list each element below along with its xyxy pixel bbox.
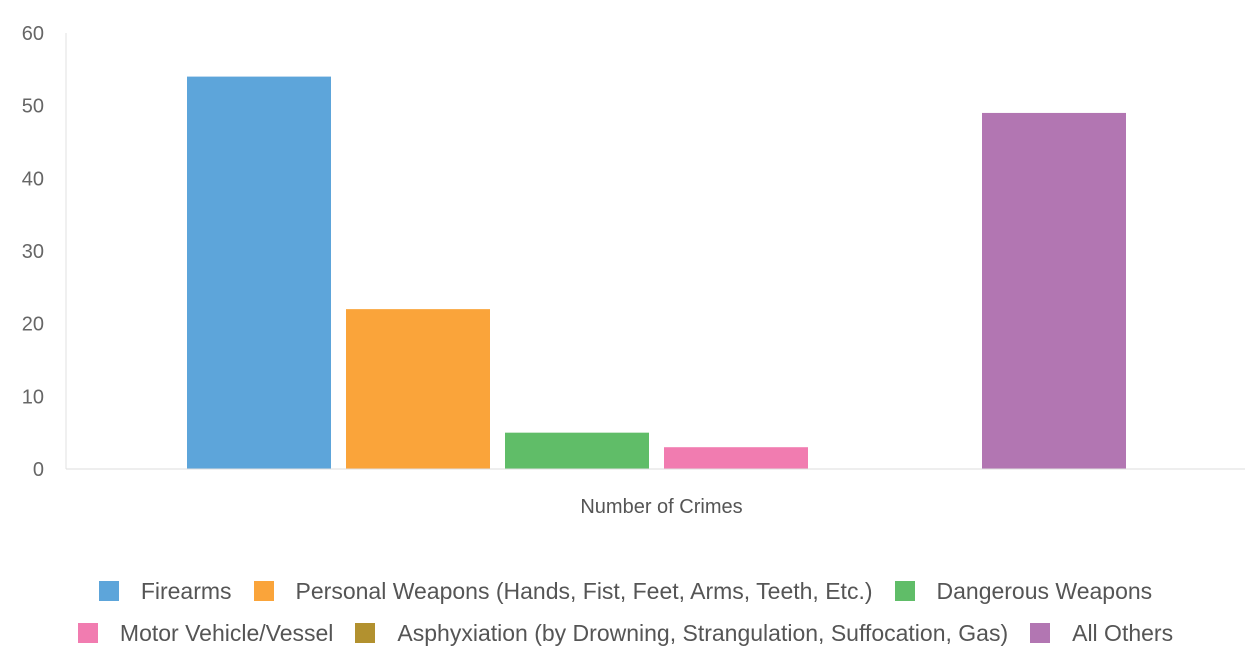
legend-item[interactable]: Firearms	[98, 577, 232, 605]
legend-row: Firearms Personal Weapons (Hands, Fist, F…	[0, 570, 1251, 612]
y-axis: 0 10 20 30 40 50 60	[22, 23, 44, 481]
legend-swatch	[1030, 623, 1051, 643]
bar-chart: 0 10 20 30 40 50 60 Number of Crimes	[22, 23, 1245, 518]
legend-item[interactable]: Asphyxiation (by Drowning, Strangulation…	[355, 620, 1008, 647]
legend-label: Dangerous Weapons	[936, 577, 1153, 604]
legend-swatch	[894, 581, 915, 601]
legend-label: Asphyxiation (by Drowning, Strangulation…	[397, 619, 1009, 646]
y-tick-label: 50	[22, 96, 44, 118]
x-axis-label: Number of Crimes	[580, 496, 742, 518]
bar[interactable]	[664, 447, 808, 469]
bar[interactable]	[982, 112, 1126, 469]
y-tick-label: 60	[22, 23, 44, 45]
legend-label: Firearms	[140, 577, 232, 604]
bar[interactable]	[346, 309, 490, 469]
legend: Firearms Personal Weapons (Hands, Fist, F…	[0, 570, 1251, 654]
y-tick-label: 20	[22, 314, 44, 336]
legend-label: All Others	[1072, 619, 1174, 646]
bars	[187, 76, 1126, 469]
legend-item[interactable]: Dangerous Weapons	[894, 577, 1153, 605]
bar[interactable]	[505, 432, 649, 469]
y-tick-label: 40	[22, 168, 44, 190]
y-tick-label: 30	[22, 241, 44, 263]
legend-swatch	[98, 581, 119, 601]
y-tick-label: 10	[22, 386, 44, 408]
legend-item[interactable]: Motor Vehicle/Vessel	[77, 619, 334, 647]
legend-swatch	[355, 623, 376, 643]
legend-label: Motor Vehicle/Vessel	[119, 619, 334, 646]
legend-label: Personal Weapons (Hands, Fist, Feet, Arm…	[295, 577, 873, 604]
legend-item[interactable]: All Others	[1030, 620, 1173, 647]
legend-swatch	[77, 623, 98, 643]
legend-item[interactable]: Personal Weapons (Hands, Fist, Feet, Arm…	[253, 577, 873, 605]
legend-swatch	[253, 581, 274, 601]
bar[interactable]	[187, 76, 331, 469]
legend-row: Motor Vehicle/Vessel Asphyxiation (by Dro…	[0, 612, 1251, 654]
y-tick-label: 0	[33, 459, 44, 481]
